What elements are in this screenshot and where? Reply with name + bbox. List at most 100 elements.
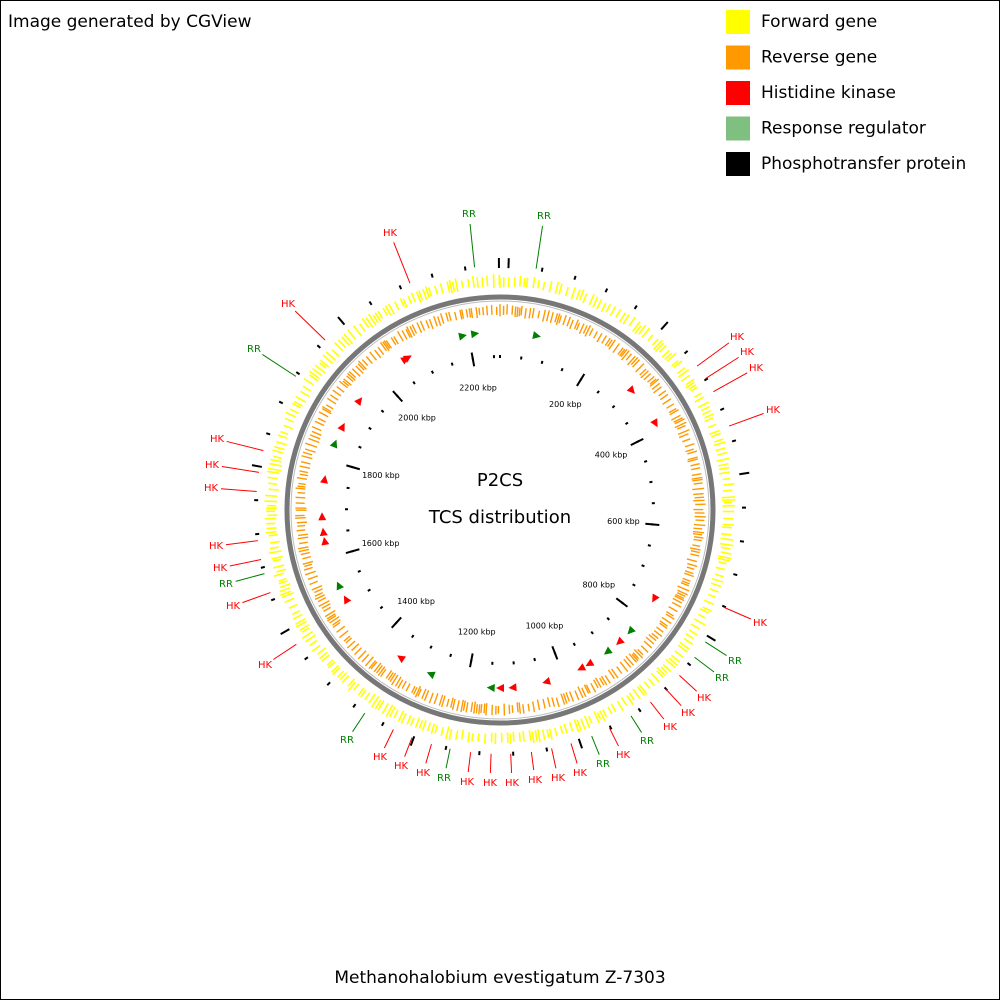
- forward-gene: [270, 458, 282, 463]
- forward-gene: [579, 289, 585, 301]
- reverse-gene: [593, 331, 599, 339]
- reverse-gene: [314, 591, 324, 597]
- forward-gene: [308, 370, 320, 380]
- forward-gene: [721, 526, 733, 529]
- outer-tick: [731, 439, 737, 443]
- forward-gene: [638, 324, 647, 335]
- feature-label: HK: [616, 750, 631, 761]
- forward-gene: [300, 390, 310, 398]
- reverse-gene: [361, 359, 369, 367]
- scale-dot: [590, 630, 594, 635]
- outer-tick: [251, 464, 263, 468]
- scale-dot: [429, 645, 433, 649]
- reverse-gene: [357, 650, 367, 660]
- reverse-gene: [324, 609, 336, 618]
- scale-dot: [533, 657, 536, 662]
- reverse-gene: [672, 597, 683, 604]
- feature-label: HK: [740, 347, 755, 358]
- forward-gene: [702, 409, 712, 416]
- reverse-gene: [309, 580, 319, 586]
- reverse-gene: [658, 389, 667, 397]
- reverse-gene: [643, 373, 652, 381]
- scale-dot: [641, 564, 645, 568]
- reverse-gene: [599, 677, 605, 686]
- outer-tick: [633, 305, 638, 310]
- reverse-gene: [542, 698, 546, 709]
- forward-gene: [564, 286, 570, 297]
- reverse-gene: [411, 324, 418, 334]
- reverse-gene: [345, 637, 353, 644]
- forward-gene: [563, 723, 568, 734]
- reverse-gene: [601, 335, 608, 344]
- reverse-gene: [473, 701, 477, 714]
- forward-gene: [272, 558, 282, 562]
- forward-gene: [409, 717, 415, 727]
- reverse-gene: [669, 409, 679, 416]
- reverse-gene: [524, 308, 527, 319]
- forward-gene: [421, 720, 427, 732]
- feature-label: HK: [460, 777, 475, 788]
- forward-gene: [622, 314, 631, 325]
- reverse-gene: [311, 585, 323, 591]
- feature-marker: [337, 422, 345, 432]
- forward-gene: [600, 302, 607, 313]
- reverse-gene: [604, 675, 611, 684]
- reverse-gene: [351, 643, 360, 652]
- outer-tick: [577, 738, 583, 749]
- reverse-gene: [617, 347, 624, 356]
- feature-leader: [570, 743, 578, 764]
- feature-marker: [496, 684, 504, 692]
- scale-label: 200 kbp: [549, 400, 582, 409]
- reverse-gene: [311, 430, 322, 436]
- forward-gene: [525, 277, 529, 288]
- forward-gene: [289, 408, 300, 415]
- reverse-gene: [588, 328, 594, 337]
- reverse-gene: [645, 636, 655, 645]
- feature-label: HK: [663, 722, 678, 733]
- forward-gene: [678, 368, 690, 378]
- reverse-gene: [691, 476, 703, 480]
- outer-tick: [683, 350, 689, 355]
- legend-label: Forward gene: [761, 12, 877, 32]
- feature-marker: [585, 658, 595, 667]
- reverse-gene: [483, 703, 486, 714]
- outer-tick: [265, 432, 271, 436]
- reverse-gene: [318, 411, 329, 418]
- reverse-gene: [677, 585, 690, 592]
- outer-tick: [573, 275, 577, 281]
- feature-label: HK: [681, 708, 696, 719]
- reverse-gene: [692, 487, 705, 491]
- feature-marker: [626, 385, 635, 394]
- reverse-gene: [480, 704, 483, 714]
- feature-leader: [609, 727, 619, 747]
- reverse-gene: [673, 417, 683, 423]
- forward-gene: [720, 546, 731, 550]
- forward-gene: [280, 430, 289, 436]
- forward-gene: [295, 620, 308, 628]
- forward-gene: [280, 590, 291, 597]
- feature-leader: [393, 242, 411, 284]
- reverse-gene: [425, 320, 430, 329]
- legend-swatch: [726, 45, 750, 70]
- reverse-gene: [468, 308, 472, 318]
- reverse-gene: [686, 566, 695, 570]
- outer-tick: [444, 745, 448, 751]
- reverse-gene: [445, 312, 449, 322]
- reverse-gene: [670, 414, 681, 421]
- feature-marker: [329, 439, 338, 449]
- reverse-gene: [375, 665, 383, 674]
- forward-gene: [309, 374, 319, 382]
- reverse-gene: [651, 632, 659, 640]
- reverse-gene: [346, 640, 356, 649]
- feature-leader: [352, 712, 366, 732]
- reverse-gene: [369, 351, 378, 361]
- feature-leader: [262, 354, 297, 377]
- scale-label: 1800 kbp: [362, 471, 400, 480]
- reverse-gene: [596, 333, 603, 343]
- reverse-gene: [585, 684, 591, 694]
- feature-marker: [402, 355, 412, 363]
- reverse-gene: [301, 455, 313, 460]
- forward-gene: [701, 405, 710, 412]
- reverse-gene: [321, 405, 332, 413]
- scale-label: 400 kbp: [595, 450, 628, 459]
